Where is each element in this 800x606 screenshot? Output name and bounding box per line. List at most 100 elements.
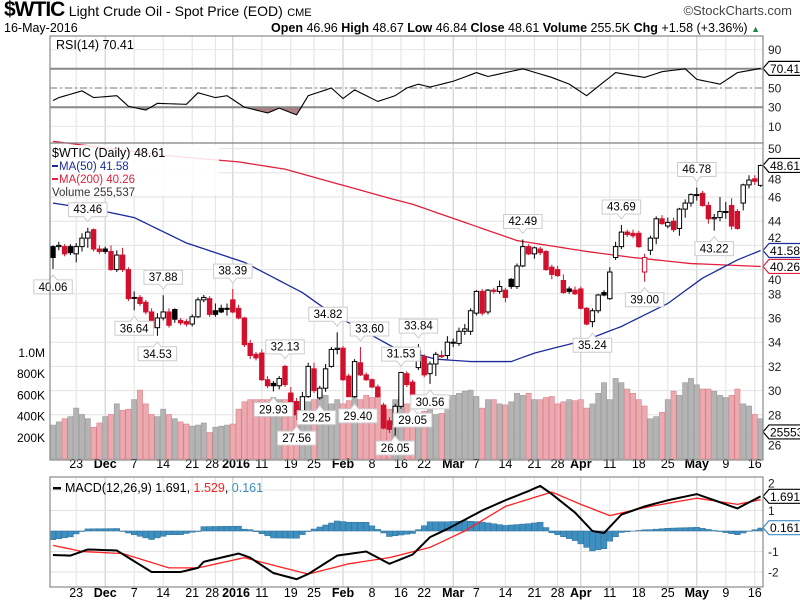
macd-histogram-bar [711,530,718,532]
candle-body [131,296,137,299]
candle-body [276,378,282,387]
candle-body [195,299,201,318]
candle-body [311,368,317,392]
candle-body [676,208,683,229]
macd-histogram-bar [693,527,700,532]
candle-body [218,307,224,313]
macd-value-tag: 1.691 [770,490,800,504]
volume-bar [148,414,155,460]
price-annotation: 39.00 [630,295,659,307]
macd-histogram-bar [96,528,103,532]
macd-histogram-bar [305,530,312,532]
x-axis-label: 19 [284,457,298,471]
price-annotation-box [601,199,642,220]
low-value: 46.84 [435,21,468,35]
macd-histogram-bar [281,530,289,539]
macd-histogram-bar [160,530,167,537]
price-annotation-box [276,425,317,446]
price-annotation: 37.88 [149,272,178,284]
volume-bar [717,395,723,460]
candle-body [288,392,294,404]
macd-value-tag-box [762,488,800,504]
candle-body [589,310,596,323]
macd-histogram-bar [113,528,120,532]
macd-histogram-bar [293,530,300,539]
candle-body [67,246,74,254]
macd-histogram-bar [432,521,439,532]
x-axis-label-bottom: Mar [442,586,464,600]
price-tick-label: 46 [768,191,782,205]
volume-bar [125,408,132,460]
rsi-oversold-fill [53,107,761,115]
volume-bar [119,409,126,460]
price-annotation-box [392,407,433,428]
volume-bar [728,395,735,460]
candle-body [485,289,491,313]
volume-bar [479,407,486,460]
candle-body [450,341,456,344]
macd-histogram-bar [189,530,196,533]
candle-body [270,382,277,387]
candle-body [636,232,642,248]
price-annotation-box [296,404,337,426]
volume-bar [525,392,532,460]
macd-histogram-bar [84,528,91,532]
stockcharts-logo[interactable]: ©StockCharts.com [683,3,792,18]
candle-body [73,246,79,255]
x-axis-label-bottom: 25 [307,586,321,600]
x-axis-label: 2016 [222,457,250,471]
volume-bar [682,382,689,460]
price-tick-label: 40 [768,273,782,287]
price-legend-item: Volume 255,537 [52,187,135,199]
candle-body [583,307,590,325]
macd-histogram-bar [537,521,544,532]
macd-histogram-bar [479,521,486,532]
price-tag-ma50: 41.58 [770,244,800,258]
volume-bar [514,392,520,460]
macd-histogram-bar [357,521,364,532]
quote-summary: Open 46.96 High 48.67 Low 46.84 Close 48… [271,21,760,36]
macd-histogram-bar [165,530,173,535]
candle-body [427,363,433,375]
macd-histogram-bar [322,524,329,532]
macd-histogram-bar [247,529,254,532]
macd-histogram-bar [496,524,503,532]
candle-body [531,247,538,255]
candle-body [235,307,242,319]
x-axis-label-bottom: 2016 [222,586,250,600]
price-annotation-box [398,318,439,339]
volume-bar [612,378,619,460]
x-axis-label-bottom: 19 [284,586,298,600]
candle-body [241,317,248,346]
candle-body [641,257,648,273]
macd-histogram-bar [716,530,724,532]
rsi-tick-label: 30 [768,101,782,115]
macd-legend-item: , [225,481,232,495]
volume-bar [641,405,648,460]
volume-bar [670,390,677,460]
candle-body [543,250,549,271]
x-axis-label: 21 [185,457,199,471]
price-legend-item: MA(200) 40.26 [59,174,135,186]
volume-bar [676,395,683,460]
volume-value: 255.5K [590,21,631,35]
x-axis-label: 11 [603,457,616,471]
volume-bar [456,392,462,460]
x-axis-label-bottom: 22 [417,586,431,600]
x-axis-label: Mar [442,457,464,471]
macd-histogram-bar [334,520,341,532]
price-annotation: 29.93 [259,404,288,416]
candle-body [259,352,265,381]
volume-bar [438,413,445,460]
macd-histogram-bar [618,530,625,533]
macd-histogram-bar [490,523,497,532]
price-annotation-box [114,315,154,336]
volume-bar [659,412,665,460]
macd-histogram-bar [421,525,428,532]
macd-histogram-bar [722,530,729,533]
candle-body [688,194,694,204]
price-tick-label: 36 [768,312,782,326]
price-annotation-box [308,306,348,328]
close-value: 48.61 [508,21,540,35]
